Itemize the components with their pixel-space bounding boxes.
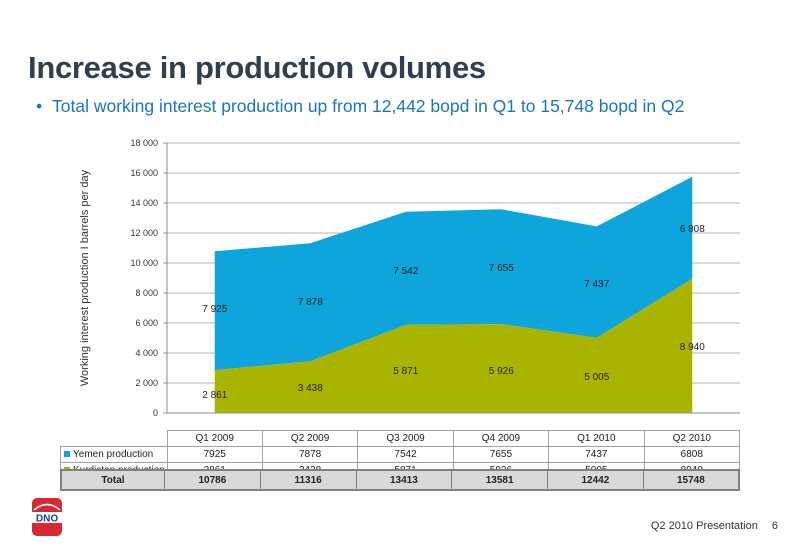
table-cell: 7437 bbox=[548, 446, 645, 463]
row-label-text: Yemen production bbox=[73, 449, 154, 460]
y-axis-title: Working interest production I barrels pe… bbox=[79, 169, 91, 386]
data-label-kurdistan: 5 871 bbox=[393, 366, 418, 377]
footer-text: Q2 2010 Presentation bbox=[650, 520, 758, 532]
total-cell: 13413 bbox=[355, 469, 453, 491]
y-tick-label: 16 000 bbox=[130, 168, 158, 178]
table-header-cell: Q2 2009 bbox=[261, 430, 359, 447]
data-label-yemen: 7 437 bbox=[584, 279, 609, 290]
total-table: Total 10786 11316 13413 13581 12442 1574… bbox=[60, 469, 740, 491]
data-label-yemen: 7 925 bbox=[202, 304, 227, 315]
table-row-yemen: Yemen production 7925 7878 7542 7655 743… bbox=[60, 446, 741, 463]
total-cell: 11316 bbox=[259, 469, 357, 491]
table-header-cell: Q1 2010 bbox=[548, 430, 645, 447]
data-label-kurdistan: 5 926 bbox=[489, 366, 514, 377]
data-label-yemen: 6 808 bbox=[680, 224, 705, 235]
kurdistan-area bbox=[214, 278, 693, 413]
data-label-yemen: 7 542 bbox=[393, 266, 418, 277]
svg-text:DNO: DNO bbox=[36, 514, 58, 525]
table-cell: 7655 bbox=[452, 446, 550, 463]
footer: Q2 2010 Presentation 6 bbox=[651, 520, 778, 532]
table-header-cell: Q3 2009 bbox=[357, 430, 454, 447]
slide-title: Increase in production volumes bbox=[28, 50, 486, 85]
table-cell: 7542 bbox=[357, 446, 454, 463]
yemen-area bbox=[214, 176, 693, 371]
dno-logo: DNO bbox=[32, 498, 62, 536]
total-cell: 10786 bbox=[164, 469, 261, 491]
data-label-kurdistan: 2 861 bbox=[202, 390, 227, 401]
production-area-chart: 0 2 000 4 000 6 000 8 000 10 000 12 000 14 000 1… bbox=[79, 138, 740, 418]
total-label: Total bbox=[60, 469, 165, 491]
y-tick-label: 0 bbox=[153, 408, 158, 418]
bullet-dot-icon: • bbox=[36, 96, 43, 116]
total-cell: 15748 bbox=[642, 469, 740, 491]
table-corner-cell bbox=[60, 430, 168, 447]
data-label-kurdistan: 5 005 bbox=[584, 372, 609, 383]
page-number: 6 bbox=[771, 520, 778, 532]
table-cell: 7878 bbox=[261, 446, 359, 463]
table-header-cell: Q4 2009 bbox=[452, 430, 550, 447]
table-cell: 6808 bbox=[643, 446, 741, 463]
data-label-yemen: 7 655 bbox=[489, 263, 514, 274]
table-header-cell: Q2 2010 bbox=[643, 430, 741, 447]
data-label-kurdistan: 3 438 bbox=[298, 383, 323, 394]
summary-bullet: • Total working interest production up fr… bbox=[36, 96, 684, 117]
y-tick-label: 14 000 bbox=[130, 198, 158, 208]
row-label-yemen: Yemen production bbox=[60, 446, 168, 463]
total-cell: 12442 bbox=[547, 469, 644, 491]
total-row: Total 10786 11316 13413 13581 12442 1574… bbox=[60, 469, 740, 491]
data-label-yemen: 7 878 bbox=[298, 297, 323, 308]
y-tick-label: 18 000 bbox=[130, 138, 158, 148]
y-tick-label: 12 000 bbox=[130, 228, 158, 238]
y-tick-label: 4 000 bbox=[135, 348, 158, 358]
y-tick-label: 10 000 bbox=[130, 258, 158, 268]
bullet-text: Total working interest production up fro… bbox=[52, 96, 685, 116]
y-tick-label: 2 000 bbox=[135, 378, 158, 388]
yemen-legend-swatch bbox=[64, 451, 70, 458]
table-header-row: Q1 2009 Q2 2009 Q3 2009 Q4 2009 Q1 2010 … bbox=[60, 430, 741, 447]
y-tick-label: 6 000 bbox=[135, 318, 158, 328]
y-tick-label: 8 000 bbox=[135, 288, 158, 298]
table-cell: 7925 bbox=[166, 446, 263, 463]
table-header-cell: Q1 2009 bbox=[166, 430, 263, 447]
total-cell: 13581 bbox=[451, 469, 548, 491]
data-label-kurdistan: 8 940 bbox=[680, 342, 705, 353]
